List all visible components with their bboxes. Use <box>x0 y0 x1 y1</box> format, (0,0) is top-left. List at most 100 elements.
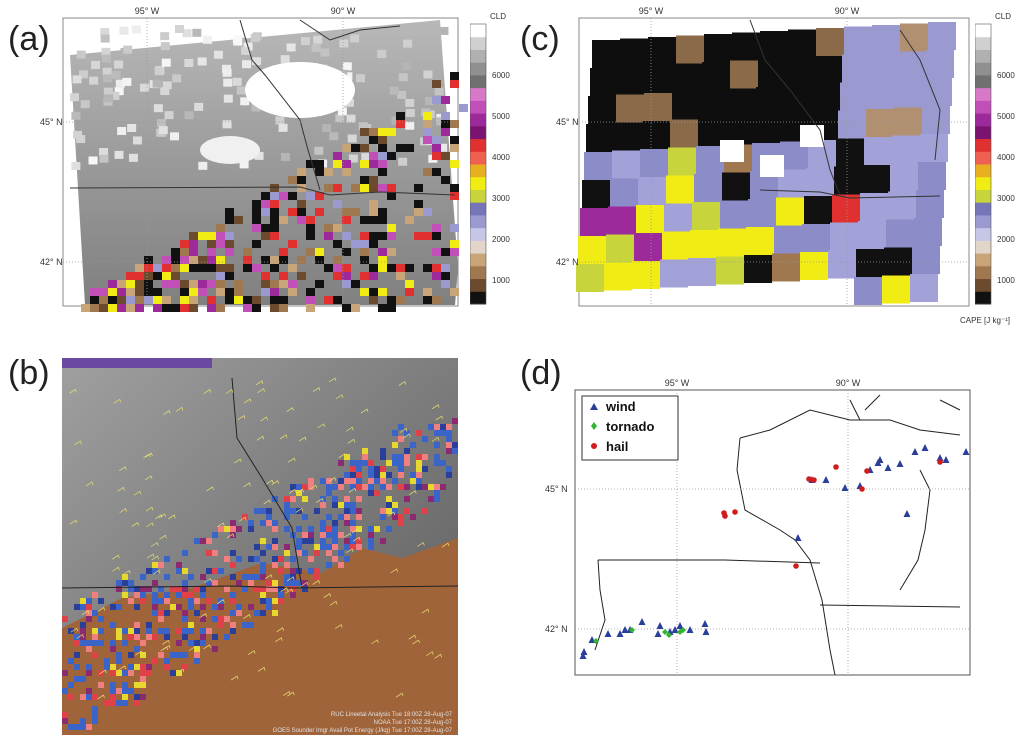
cape-cell <box>396 264 405 272</box>
cloud-pixel <box>346 114 356 123</box>
cape-cell <box>306 160 315 168</box>
cape-cell <box>351 304 360 312</box>
cape-cell <box>62 718 68 724</box>
cape-cell <box>99 304 108 312</box>
cape-cell <box>110 700 116 706</box>
colorbar-swatch <box>975 151 991 165</box>
cape-cell <box>86 604 92 610</box>
cape-cell <box>252 264 261 272</box>
cape-cell <box>716 256 744 285</box>
cape-cell <box>128 652 134 658</box>
cape-cell <box>459 104 468 112</box>
cape-cell <box>380 448 386 454</box>
wind-barb <box>199 613 208 619</box>
cape-cell <box>369 176 378 184</box>
cape-cell <box>434 430 440 436</box>
cape-cell <box>432 232 441 240</box>
cape-cell <box>278 556 284 562</box>
cape-cell <box>360 272 369 280</box>
cape-cell <box>261 208 270 216</box>
cloud-pixel <box>280 55 290 64</box>
cape-cell <box>171 304 180 312</box>
cloud-pixel <box>78 70 88 79</box>
legend-tornado-marker <box>591 422 597 430</box>
cape-cell <box>153 272 162 280</box>
cloud-pixel <box>222 68 232 77</box>
colorbar-swatch <box>470 253 486 267</box>
cape-cell <box>288 208 297 216</box>
wind-barb <box>99 669 107 675</box>
panel-d-map: 95° W 90° W 45° N 42° N wind tornado hai… <box>545 378 971 676</box>
cape-cell <box>279 272 288 280</box>
cape-cell <box>416 466 422 472</box>
cape-cell <box>279 192 288 200</box>
cape-cell <box>356 514 362 520</box>
cape-cell <box>110 670 116 676</box>
cape-cell <box>182 568 188 574</box>
cape-cell <box>332 538 338 544</box>
cloud-pixel <box>350 34 360 43</box>
cape-cell <box>380 484 386 490</box>
cape-cell <box>74 664 80 670</box>
cape-cell <box>68 682 74 688</box>
cloud-pixel <box>114 60 124 69</box>
cape-cell <box>410 442 416 448</box>
cape-cell <box>272 610 278 616</box>
cape-cell <box>350 478 356 484</box>
cape-cell <box>338 502 344 508</box>
cape-cell <box>662 231 690 260</box>
cape-cell <box>122 682 128 688</box>
cape-cell <box>225 248 234 256</box>
panel-a-map: 95° W 90° W 45° N 42° N <box>40 6 468 312</box>
cape-cell <box>423 112 432 120</box>
cape-cell <box>104 700 110 706</box>
cape-cell <box>116 604 122 610</box>
cape-cell <box>374 466 380 472</box>
cloud-pixel <box>361 153 371 162</box>
cape-cell <box>248 526 254 532</box>
cape-cell <box>236 604 242 610</box>
cape-cell <box>374 472 380 478</box>
cape-cell <box>270 256 279 264</box>
cape-cell <box>368 490 374 496</box>
cloud-pixel <box>70 93 80 102</box>
cloud-pixel <box>242 60 252 69</box>
cape-cell <box>350 520 356 526</box>
cloud-pixel <box>202 35 212 44</box>
cape-cell <box>225 272 234 280</box>
cape-cell <box>854 277 882 305</box>
colorbar-swatch <box>470 36 486 50</box>
cape-cell <box>134 586 140 592</box>
cape-cell <box>218 616 224 622</box>
cape-cell <box>284 514 290 520</box>
cloud-pixel <box>175 25 185 34</box>
svg-text:4000: 4000 <box>492 153 510 162</box>
cape-cell <box>398 520 404 526</box>
cape-cell <box>152 580 158 586</box>
cape-cell <box>432 80 441 88</box>
cape-cell <box>405 144 414 152</box>
cape-cell <box>428 484 434 490</box>
cloud-pixel <box>240 97 250 106</box>
cloud-pixel <box>154 67 164 76</box>
colorbar-swatch <box>470 151 486 165</box>
cloud-pixel <box>405 121 415 130</box>
cape-cell <box>592 40 620 68</box>
cape-cell <box>882 275 910 304</box>
cape-cell <box>144 256 153 264</box>
cape-cell <box>441 176 450 184</box>
cape-cell <box>116 580 122 586</box>
cape-cell <box>128 628 134 634</box>
wind-barb <box>225 389 234 394</box>
cape-cell <box>152 604 158 610</box>
cloud-pixel <box>320 48 330 57</box>
cape-cell <box>378 288 387 296</box>
colorbar-swatch <box>470 164 486 178</box>
cloud-pixel <box>102 67 112 76</box>
cape-cell <box>324 232 333 240</box>
cape-cell-missing <box>760 155 784 177</box>
cape-cell <box>432 152 441 160</box>
wind-barb <box>175 406 184 412</box>
cape-cell <box>176 670 182 676</box>
panel-label-d: (d) <box>520 354 562 392</box>
